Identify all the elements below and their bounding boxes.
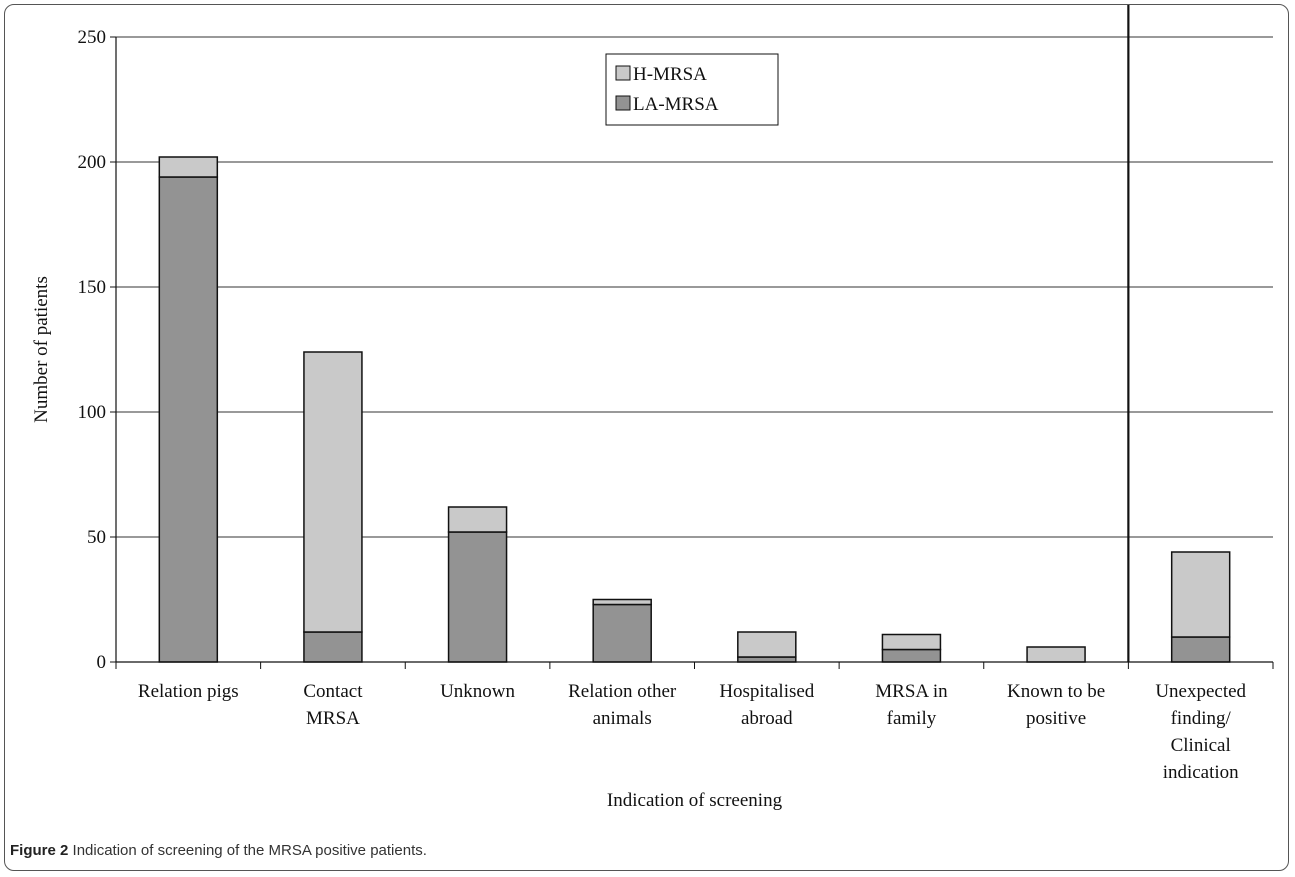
x-tick-label: Clinical <box>1171 735 1231 756</box>
bar-h-mrsa <box>592 598 652 606</box>
legend-box <box>605 53 779 126</box>
x-tick-label: Hospitalised <box>719 681 814 702</box>
x-tick-label: finding/ <box>1171 708 1232 729</box>
bar-h-mrsa <box>1170 551 1231 638</box>
y-tick-label: 250 <box>78 27 107 48</box>
x-tick-label: animals <box>593 708 652 729</box>
caption-label: Figure 2 <box>10 842 69 859</box>
bar-la-mrsa <box>447 531 508 663</box>
bar-la-mrsa <box>592 603 652 663</box>
bar-h-mrsa <box>1026 646 1086 663</box>
y-tick-label: 0 <box>97 652 107 673</box>
y-tick-label: 100 <box>78 402 107 423</box>
bar-h-mrsa <box>158 156 219 178</box>
bar-la-mrsa <box>303 631 363 663</box>
bars <box>158 156 1231 663</box>
x-tick-label: abroad <box>741 708 793 729</box>
x-tick-label: Relation other <box>568 681 677 702</box>
y-tick-label: 200 <box>78 152 107 173</box>
bar-h-mrsa <box>303 351 363 633</box>
bar-la-mrsa <box>158 176 219 663</box>
figure-frame <box>4 4 1289 871</box>
x-tick-label: MRSA in <box>875 681 948 702</box>
y-tick-label: 50 <box>87 527 106 548</box>
legend-swatch-la-mrsa <box>615 95 631 111</box>
x-tick-labels: Relation pigs Contact MRSA Unknown Relation … <box>138 681 1247 783</box>
legend-label: H-MRSA <box>633 64 707 85</box>
x-tick-label: Contact <box>303 681 363 702</box>
bar-h-mrsa <box>881 633 942 651</box>
x-axis-label: Indication of screening <box>607 790 783 811</box>
x-tick-label: Unexpected <box>1155 681 1246 702</box>
legend: H-MRSA LA-MRSA <box>605 53 779 126</box>
bar-la-mrsa <box>881 648 942 663</box>
bar-la-mrsa <box>1170 636 1231 663</box>
x-tick-label: Known to be <box>1007 681 1105 702</box>
y-tick-labels: 0 50 100 150 200 250 <box>78 27 107 673</box>
x-tick-label: positive <box>1026 708 1086 729</box>
legend-swatch-h-mrsa <box>615 65 631 81</box>
x-tick-label: family <box>887 708 937 729</box>
figure-caption: Figure 2 Indication of screening of the … <box>10 842 427 859</box>
x-tick-label: indication <box>1163 762 1239 783</box>
y-axis-label: Number of patients <box>31 276 52 423</box>
x-tick-label: Unknown <box>440 681 515 702</box>
x-tick-label: Relation pigs <box>138 681 239 702</box>
y-tick-label: 150 <box>78 277 107 298</box>
caption-text: Indication of screening of the MRSA posi… <box>72 842 427 859</box>
bar-h-mrsa <box>737 631 797 658</box>
bar-h-mrsa <box>447 506 508 533</box>
legend-label: LA-MRSA <box>633 94 719 115</box>
axes <box>110 5 1274 669</box>
x-tick-label: MRSA <box>306 708 360 729</box>
